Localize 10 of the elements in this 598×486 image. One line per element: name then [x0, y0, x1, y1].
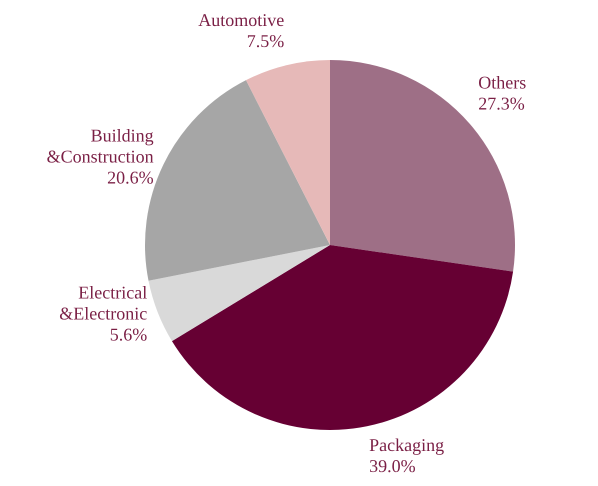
- slice-label: Building &Construction: [46, 126, 154, 167]
- data-label: 27.3%: [478, 93, 525, 114]
- data-label: 5.6%: [110, 324, 148, 344]
- slice-label: Automotive: [198, 10, 284, 30]
- data-label: 39.0%: [369, 456, 416, 476]
- slice-label: Others: [478, 72, 526, 92]
- data-label: 7.5%: [246, 31, 284, 52]
- data-label: 20.6%: [107, 168, 154, 188]
- slice-label: Electrical &Electronic: [59, 282, 148, 324]
- slice-label: Packaging: [369, 434, 444, 455]
